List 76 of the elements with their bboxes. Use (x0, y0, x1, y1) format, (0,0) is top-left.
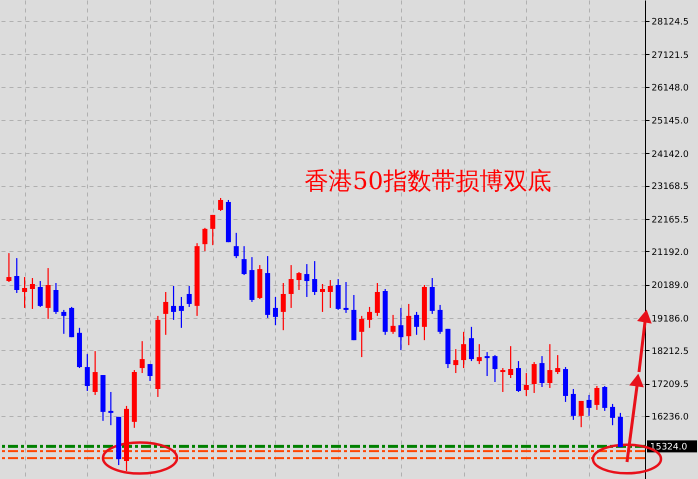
candlestick (296, 271, 302, 291)
candlestick (492, 354, 498, 383)
y-tick-label: 19186.0 (652, 314, 689, 325)
text: 香港50指数带损博双底 (304, 167, 552, 195)
candlestick (476, 344, 482, 365)
candlestick (312, 260, 318, 296)
candlestick (461, 331, 466, 369)
y-tick-label: 17209.5 (652, 380, 689, 390)
candlestick (234, 232, 239, 259)
y-tick-label: 24142.0 (652, 150, 689, 160)
candlestick (148, 363, 153, 382)
candlestick (320, 283, 325, 313)
candlestick (336, 278, 341, 311)
y-tick-label: 25145.0 (652, 116, 689, 127)
candlestick (453, 348, 458, 374)
candlestick (344, 281, 349, 314)
y-tick-label: 26148.0 (652, 83, 689, 94)
candlestick (288, 264, 294, 309)
candlestick (46, 267, 51, 320)
candlestick (304, 263, 310, 298)
candlestick (22, 276, 28, 309)
candlestick (578, 400, 584, 428)
candlestick (272, 296, 278, 326)
candlestick (406, 303, 412, 346)
y-tick-label: 27121.5 (652, 50, 689, 61)
y-tick-label: 16236.0 (652, 412, 689, 423)
candlestick (61, 309, 66, 334)
y-tick-label: 23168.5 (652, 182, 689, 192)
candlestick (140, 340, 145, 374)
candlestick (242, 246, 247, 276)
candlestick (532, 361, 537, 394)
candlestick (367, 306, 372, 328)
candlestick (14, 258, 20, 294)
candlestick (38, 280, 43, 308)
candlestick (218, 197, 224, 212)
candlestick (438, 304, 443, 334)
candlestick (186, 285, 192, 308)
candlestick (540, 355, 545, 388)
candlestick (508, 346, 514, 379)
candlestick (602, 385, 608, 412)
candlestick (6, 252, 12, 283)
candlestick (516, 360, 521, 393)
ref-line-label: 15324.0 (650, 442, 688, 452)
candlestick (328, 279, 333, 309)
candlestick (586, 394, 592, 416)
candlestick (390, 314, 396, 334)
candlestick (610, 403, 616, 426)
candlestick (163, 291, 168, 336)
candlestick (84, 354, 90, 392)
candlestick (202, 227, 208, 252)
candlestick (468, 326, 474, 362)
candlestick (594, 385, 600, 411)
candlestick (359, 315, 364, 358)
candlestick (53, 282, 58, 315)
candlestick (108, 391, 114, 426)
candlestick (414, 311, 420, 336)
candlestick (171, 285, 176, 320)
candlestick (30, 277, 35, 310)
candlestick (555, 354, 560, 375)
candlestick (484, 352, 490, 377)
candlestick (280, 282, 286, 331)
candlestick (547, 344, 552, 389)
candlestick (374, 282, 380, 316)
candlestick (430, 277, 435, 315)
y-tick-label: 28124.5 (652, 18, 689, 28)
candlestick (210, 214, 216, 246)
y-tick-label: 20189.0 (652, 281, 689, 292)
y-tick-label: 22165.5 (652, 216, 689, 226)
candlestick (398, 307, 404, 351)
candlestick (524, 372, 529, 397)
candlestick (500, 367, 506, 393)
y-tick-label: 21192.0 (652, 248, 689, 258)
candlestick (178, 296, 184, 328)
y-tick-label: 18212.5 (652, 346, 689, 357)
candlestick (570, 388, 576, 420)
candlestick (92, 350, 98, 396)
